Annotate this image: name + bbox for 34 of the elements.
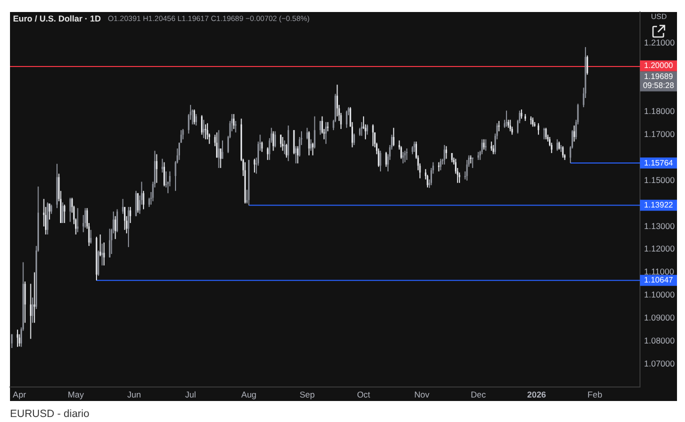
x-tick-label: 2026 (527, 389, 546, 400)
data-label: 1.15764 (644, 158, 674, 168)
x-tick-label: Sep (300, 389, 315, 400)
y-tick-label: 1.18000 (644, 106, 675, 116)
x-tick-label: Feb (588, 389, 602, 400)
x-tick-label: Aug (241, 389, 257, 400)
y-tick-label: 1.13000 (644, 220, 675, 231)
candlestick (192, 109, 194, 124)
candlestick (556, 139, 558, 151)
x-tick-label: Jun (127, 389, 142, 400)
candlestick (178, 142, 180, 160)
ref-line-label: 1.20000 (644, 61, 674, 70)
y-tick-label: 1.10000 (644, 290, 675, 300)
y-tick-label: 1.11000 (644, 266, 674, 277)
x-tick-label: Dec (470, 389, 487, 400)
x-tick-label: May (68, 389, 85, 400)
data-label: 1.10647 (644, 276, 674, 285)
y-tick-label: 1.09000 (644, 312, 675, 323)
x-tick-label: Jul (185, 389, 196, 400)
y-tick-label: 1.15000 (644, 174, 675, 185)
chart-title: Euro / U.S. Dollar · 1D (13, 13, 101, 24)
y-tick-label: 1.12000 (644, 244, 675, 254)
candlestick (218, 130, 220, 168)
x-tick-label: Nov (414, 389, 430, 400)
y-tick-label: 1.21000 (644, 37, 675, 48)
text: EURUSD - diario (10, 408, 90, 420)
x-tick-label: Oct (356, 389, 371, 400)
y-tick-label: 1.17000 (644, 129, 675, 140)
data-label: 1.13922 (644, 200, 674, 210)
candlestick (470, 155, 472, 164)
x-tick-label: Apr (12, 389, 26, 400)
text: 1.19689 09:58:28 (642, 72, 675, 90)
y-tick-label: 1.07000 (644, 358, 675, 368)
y-tick-label: 1.08000 (644, 335, 675, 346)
